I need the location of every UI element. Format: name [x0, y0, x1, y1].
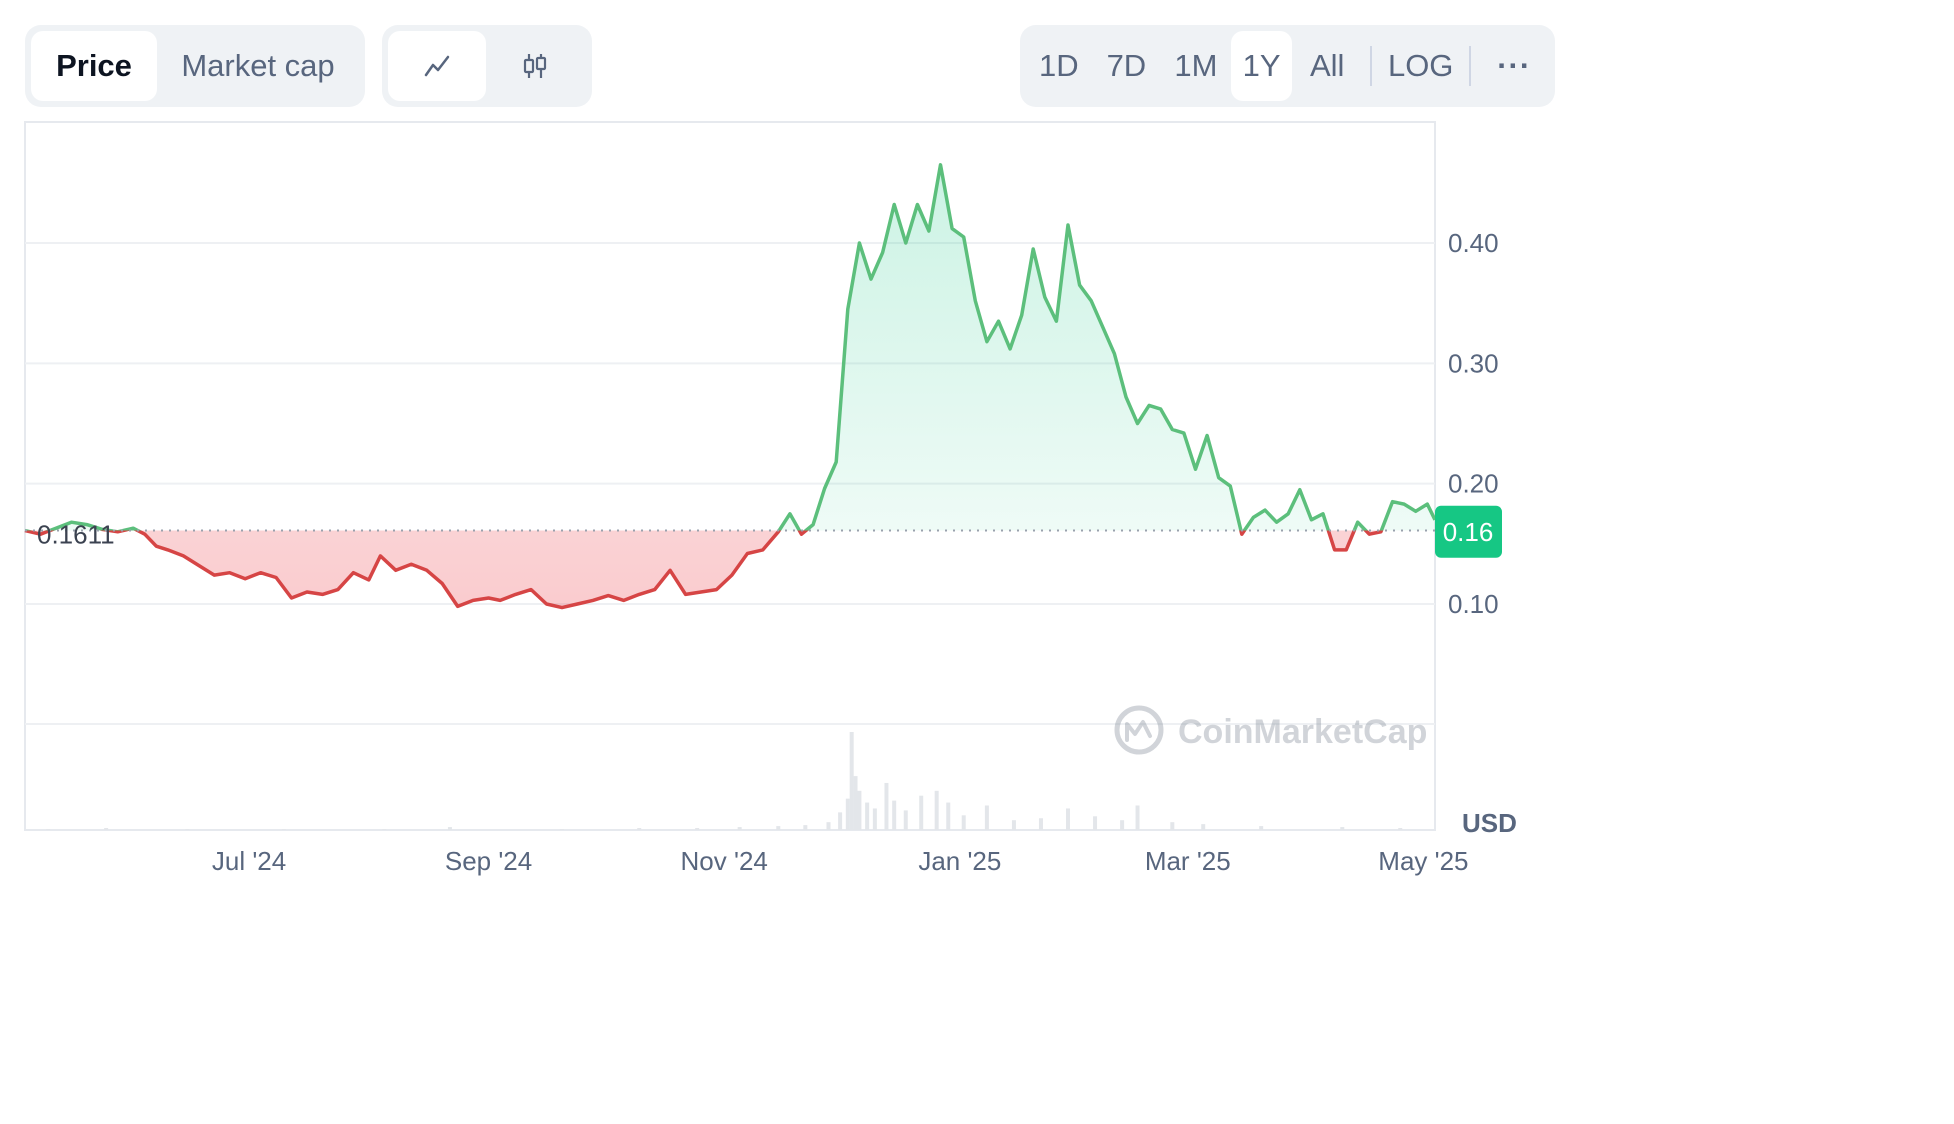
- price-line-up: [25, 163, 1437, 531]
- volume-bar: [281, 829, 286, 830]
- volume-bar: [849, 732, 854, 830]
- coinmarketcap-logo-icon: [1114, 705, 1164, 755]
- volume-bar: [1120, 820, 1125, 830]
- range-separator: [1369, 46, 1372, 86]
- volume-bar: [104, 828, 109, 830]
- range-1y[interactable]: 1Y: [1230, 31, 1293, 101]
- tab-market-cap[interactable]: Market cap: [181, 48, 335, 83]
- current-price-label: 0.16: [1443, 517, 1494, 547]
- volume-bar: [737, 827, 742, 830]
- time-range-group: 1D 7D 1M 1Y All LOG ···: [1020, 25, 1555, 107]
- coinmarketcap-logo-mark: [1125, 720, 1152, 742]
- volume-bar: [872, 808, 877, 830]
- volume-bar: [185, 829, 190, 830]
- candlestick-icon: [523, 54, 547, 78]
- volume-bar: [845, 798, 850, 830]
- log-scale-toggle[interactable]: LOG: [1387, 48, 1454, 83]
- chart-frame: [24, 121, 1436, 831]
- currency-label: USD: [1462, 808, 1517, 838]
- volume-bar: [857, 790, 862, 830]
- chart-type-group: [382, 25, 592, 107]
- area-below-reference: [25, 530, 1435, 608]
- volume-bar: [1201, 824, 1206, 830]
- volume-bar: [961, 815, 966, 830]
- x-tick-label: Nov '24: [681, 846, 768, 876]
- area-above-reference: [50, 164, 1435, 531]
- volume-bar: [1259, 826, 1264, 830]
- volume-bar: [382, 829, 387, 830]
- candlestick-chart-button[interactable]: [486, 31, 584, 101]
- range-1m[interactable]: 1M: [1174, 48, 1218, 83]
- volume-bar: [1038, 818, 1043, 830]
- volume-bar: [1170, 822, 1175, 830]
- current-price-badge: [1435, 505, 1502, 558]
- volume-bar: [838, 812, 843, 830]
- tab-price[interactable]: Price: [31, 31, 157, 101]
- x-tick-label: Jul '24: [212, 846, 286, 876]
- volume-bar: [1340, 827, 1345, 830]
- y-tick-label: 0.40: [1448, 228, 1499, 258]
- volume-bar: [903, 810, 908, 830]
- volume-bar: [865, 802, 870, 830]
- volume-bar: [853, 776, 858, 830]
- x-tick-label: May '25: [1378, 846, 1468, 876]
- x-tick-label: Sep '24: [445, 846, 532, 876]
- more-options-button[interactable]: ···: [1497, 48, 1532, 83]
- volume-bar: [1011, 820, 1016, 830]
- volume-bar: [447, 827, 452, 830]
- y-tick-label: 0.30: [1448, 348, 1499, 378]
- range-1d[interactable]: 1D: [1038, 48, 1079, 83]
- coinmarketcap-watermark: CoinMarketCap: [1114, 705, 1427, 755]
- price-line-down: [24, 530, 1384, 610]
- x-tick-label: Mar '25: [1145, 846, 1231, 876]
- watermark-text: CoinMarketCap: [1178, 713, 1427, 751]
- volume-bar: [946, 802, 951, 830]
- volume-bar: [934, 790, 939, 830]
- metric-tab-group: Price Market cap: [25, 25, 365, 107]
- volume-bar: [892, 800, 897, 830]
- line-chart-icon: [424, 55, 450, 77]
- range-separator: [1469, 46, 1472, 86]
- volume-bar: [776, 826, 781, 830]
- y-tick-label: 0.20: [1448, 469, 1499, 499]
- volume-bar: [984, 805, 989, 830]
- volume-bar: [46, 829, 51, 830]
- volume-bar: [803, 825, 808, 830]
- volume-bar: [884, 782, 889, 830]
- volume-bar: [1135, 805, 1140, 830]
- y-tick-label: 0.10: [1448, 589, 1499, 619]
- volume-bar: [826, 822, 831, 830]
- range-7d[interactable]: 7D: [1106, 48, 1147, 83]
- range-all[interactable]: All: [1309, 48, 1345, 83]
- reference-label: 0.1611: [37, 519, 115, 549]
- volume-bar: [919, 795, 924, 830]
- volume-bar: [1066, 808, 1071, 830]
- volume-bar: [637, 828, 642, 830]
- x-tick-label: Jan '25: [918, 846, 1001, 876]
- volume-bar: [695, 828, 700, 830]
- volume-bar: [559, 829, 564, 830]
- volume-bar: [1093, 816, 1098, 830]
- volume-bar: [1398, 828, 1403, 830]
- line-chart-button[interactable]: [388, 31, 486, 101]
